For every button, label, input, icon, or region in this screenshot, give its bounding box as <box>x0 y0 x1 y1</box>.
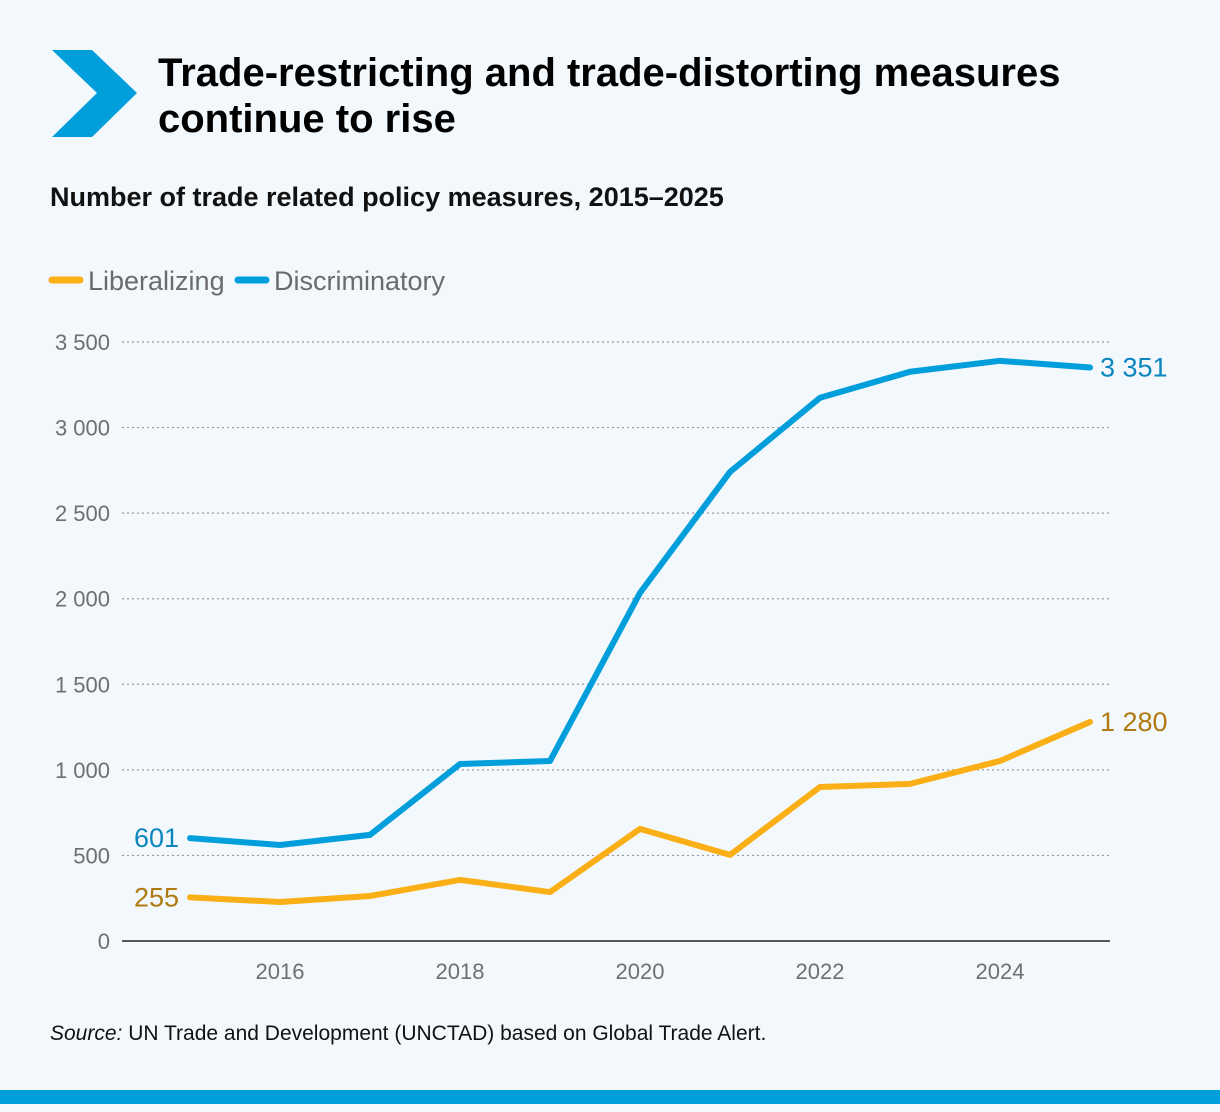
x-tick-label: 2016 <box>256 959 305 984</box>
y-tick-label: 500 <box>73 843 110 868</box>
legend-label: Discriminatory <box>274 266 446 296</box>
x-tick-label: 2024 <box>976 959 1025 984</box>
y-tick-label: 2 500 <box>55 501 110 526</box>
start-value-label: 601 <box>134 823 179 853</box>
y-tick-label: 3 500 <box>55 330 110 355</box>
source-text: UN Trade and Development (UNCTAD) based … <box>122 1022 767 1045</box>
chevron-right-icon <box>52 50 137 137</box>
end-value-label: 1 280 <box>1100 707 1168 737</box>
y-tick-label: 0 <box>98 929 110 954</box>
chart-title: Trade-restricting and trade-distorting m… <box>158 51 1061 141</box>
y-tick-label: 2 000 <box>55 587 110 612</box>
x-tick-label: 2020 <box>616 959 665 984</box>
x-tick-label: 2018 <box>436 959 485 984</box>
source-label: Source: <box>50 1022 123 1045</box>
start-value-label: 255 <box>134 882 179 912</box>
chart-subtitle: Number of trade related policy measures,… <box>50 182 724 212</box>
x-tick-label: 2022 <box>796 959 845 984</box>
end-value-label: 3 351 <box>1100 353 1168 383</box>
legend-label: Liberalizing <box>88 266 225 296</box>
y-tick-label: 1 500 <box>55 672 110 697</box>
y-tick-label: 3 000 <box>55 416 110 441</box>
series-line-liberalizing <box>187 718 1093 905</box>
source-note: Source: UN Trade and Development (UNCTAD… <box>50 1022 766 1046</box>
y-tick-label: 1 000 <box>55 758 110 783</box>
bottom-accent-bar <box>0 1090 1220 1104</box>
